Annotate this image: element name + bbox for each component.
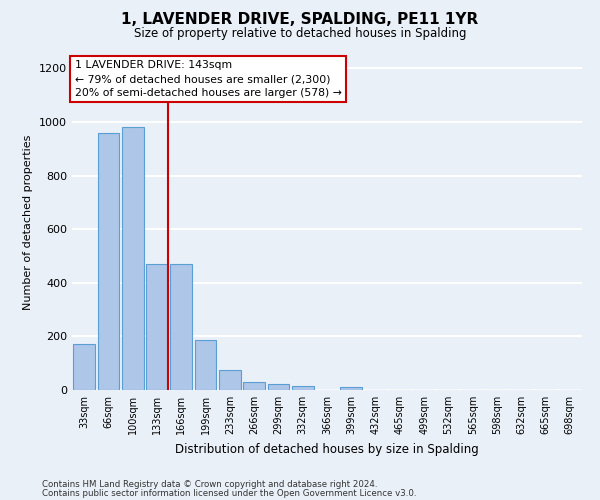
Bar [73, 344, 95, 390]
Bar [292, 386, 314, 390]
Bar [268, 384, 289, 390]
Text: 1 LAVENDER DRIVE: 143sqm
← 79% of detached houses are smaller (2,300)
20% of sem: 1 LAVENDER DRIVE: 143sqm ← 79% of detach… [74, 60, 341, 98]
Bar [194, 340, 217, 390]
Y-axis label: Number of detached properties: Number of detached properties [23, 135, 34, 310]
Text: Size of property relative to detached houses in Spalding: Size of property relative to detached ho… [134, 28, 466, 40]
Bar [170, 264, 192, 390]
Bar [97, 132, 119, 390]
Bar [146, 264, 168, 390]
Bar [219, 370, 241, 390]
Text: Contains HM Land Registry data © Crown copyright and database right 2024.: Contains HM Land Registry data © Crown c… [42, 480, 377, 489]
Text: 1, LAVENDER DRIVE, SPALDING, PE11 1YR: 1, LAVENDER DRIVE, SPALDING, PE11 1YR [121, 12, 479, 28]
X-axis label: Distribution of detached houses by size in Spalding: Distribution of detached houses by size … [175, 442, 479, 456]
Bar [243, 382, 265, 390]
Bar [340, 387, 362, 390]
Bar [122, 128, 143, 390]
Text: Contains public sector information licensed under the Open Government Licence v3: Contains public sector information licen… [42, 489, 416, 498]
